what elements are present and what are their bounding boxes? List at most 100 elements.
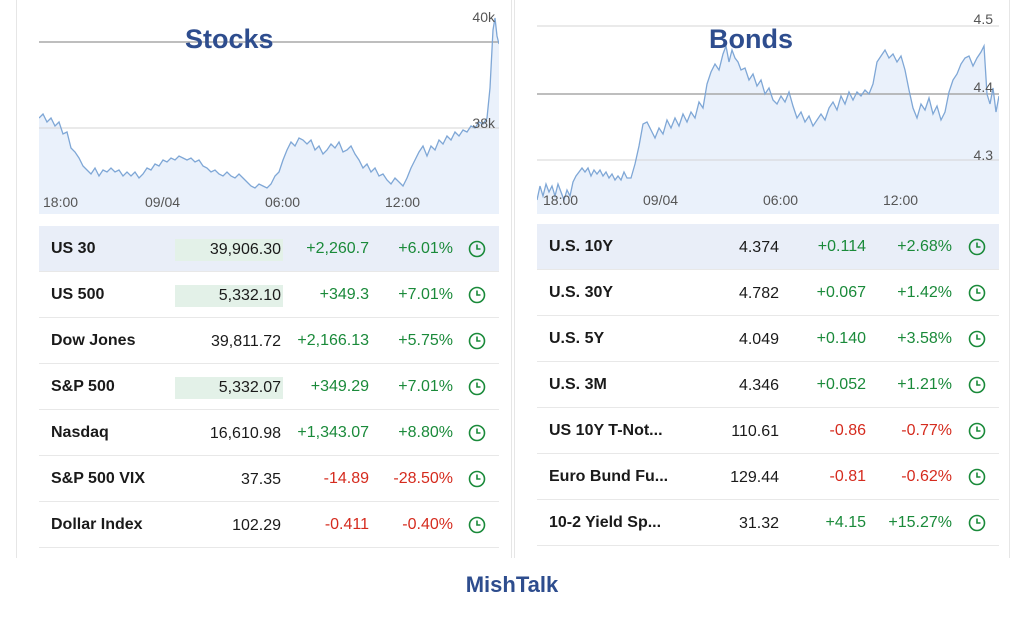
bonds-row-euro-bund[interactable]: Euro Bund Fu... 129.44 -0.81 -0.62% bbox=[537, 454, 999, 500]
bonds-row-us-5y[interactable]: U.S. 5Y 4.049 +0.140 +3.58% bbox=[537, 316, 999, 362]
bonds-row-us-3m[interactable]: U.S. 3M 4.346 +0.052 +1.21% bbox=[537, 362, 999, 408]
row-change: +0.052 bbox=[816, 376, 866, 393]
row-change: +2,166.13 bbox=[297, 332, 369, 349]
row-price: 4.782 bbox=[738, 285, 779, 302]
bonds-y-label-4-3: 4.3 bbox=[974, 147, 994, 163]
row-percent: -0.77% bbox=[901, 422, 952, 439]
bonds-chart-area bbox=[537, 46, 999, 214]
bonds-x-label-0600: 06:00 bbox=[763, 192, 798, 208]
clock-icon[interactable] bbox=[967, 329, 987, 349]
row-name: Euro Bund Fu... bbox=[549, 468, 669, 485]
row-percent: -0.62% bbox=[901, 468, 952, 485]
bonds-row-us-10y[interactable]: U.S. 10Y 4.374 +0.114 +2.68% bbox=[537, 224, 999, 270]
stocks-row-us500[interactable]: US 500 5,332.10 +349.3 +7.01% bbox=[39, 272, 499, 318]
clock-icon[interactable] bbox=[467, 469, 487, 489]
clock-icon[interactable] bbox=[467, 423, 487, 443]
row-price: 110.61 bbox=[731, 423, 779, 440]
row-price: 31.32 bbox=[738, 515, 779, 532]
stocks-row-us30[interactable]: US 30 39,906.30 +2,260.7 +6.01% bbox=[39, 226, 499, 272]
stocks-x-label-0600: 06:00 bbox=[265, 194, 300, 210]
row-change: -14.89 bbox=[323, 470, 369, 487]
row-price: 39,811.72 bbox=[211, 333, 281, 350]
clock-icon[interactable] bbox=[967, 513, 987, 533]
row-percent: +1.42% bbox=[897, 284, 952, 301]
row-percent: -28.50% bbox=[393, 470, 453, 487]
row-percent: +5.75% bbox=[398, 332, 453, 349]
row-percent: +15.27% bbox=[888, 514, 952, 531]
row-percent: +7.01% bbox=[398, 378, 453, 395]
stocks-y-label-40k: 40k bbox=[472, 9, 496, 25]
clock-icon[interactable] bbox=[967, 467, 987, 487]
row-name: Dollar Index bbox=[51, 516, 143, 533]
mishtalk-brand: MishTalk bbox=[465, 572, 559, 597]
row-name: US 10Y T-Not... bbox=[549, 422, 663, 439]
stocks-chart-line bbox=[39, 17, 499, 189]
row-change: +0.140 bbox=[816, 330, 866, 347]
bonds-x-label-1800: 18:00 bbox=[543, 192, 578, 208]
row-name: U.S. 10Y bbox=[549, 238, 614, 255]
bonds-x-label-0904: 09/04 bbox=[643, 192, 678, 208]
stocks-table: US 30 39,906.30 +2,260.7 +6.01% US 500 5… bbox=[39, 226, 499, 548]
row-price: 39,906.30 bbox=[175, 239, 283, 261]
row-name: US 30 bbox=[51, 240, 96, 257]
clock-icon[interactable] bbox=[467, 285, 487, 305]
row-change: +349.29 bbox=[310, 378, 369, 395]
stocks-panel: 40k 38k 18:00 09/04 06:00 12:00 Stocks U… bbox=[16, 0, 512, 558]
row-name: Nasdaq bbox=[51, 424, 109, 441]
clock-icon[interactable] bbox=[967, 237, 987, 257]
row-name: S&P 500 bbox=[51, 378, 115, 395]
row-price: 5,332.07 bbox=[175, 377, 283, 399]
stocks-x-label-0904: 09/04 bbox=[145, 194, 180, 210]
row-name: U.S. 5Y bbox=[549, 330, 605, 347]
row-change: +1,343.07 bbox=[297, 424, 369, 441]
row-percent: +6.01% bbox=[398, 240, 453, 257]
stocks-chart-area bbox=[39, 18, 499, 214]
stocks-row-dollar-index[interactable]: Dollar Index 102.29 -0.411 -0.40% bbox=[39, 502, 499, 548]
row-percent: +2.68% bbox=[897, 238, 952, 255]
stocks-x-label-1200: 12:00 bbox=[385, 194, 420, 210]
bonds-title: Bonds bbox=[709, 24, 793, 54]
row-percent: +1.21% bbox=[897, 376, 952, 393]
row-name: S&P 500 VIX bbox=[51, 470, 145, 487]
row-change: -0.86 bbox=[829, 422, 866, 439]
stocks-chart[interactable]: 40k 38k 18:00 09/04 06:00 12:00 Stocks bbox=[39, 0, 499, 214]
bonds-table: U.S. 10Y 4.374 +0.114 +2.68% U.S. 30Y 4.… bbox=[537, 224, 999, 546]
row-change: +0.067 bbox=[816, 284, 866, 301]
stocks-x-label-1800: 18:00 bbox=[43, 194, 78, 210]
bonds-row-10-2-yield-spread[interactable]: 10-2 Yield Sp... 31.32 +4.15 +15.27% bbox=[537, 500, 999, 546]
stocks-row-dow-jones[interactable]: Dow Jones 39,811.72 +2,166.13 +5.75% bbox=[39, 318, 499, 364]
row-percent: +7.01% bbox=[398, 286, 453, 303]
bonds-y-label-4-5: 4.5 bbox=[974, 11, 994, 27]
bonds-row-us-30y[interactable]: U.S. 30Y 4.782 +0.067 +1.42% bbox=[537, 270, 999, 316]
clock-icon[interactable] bbox=[967, 283, 987, 303]
row-price: 4.346 bbox=[738, 377, 779, 394]
clock-icon[interactable] bbox=[467, 331, 487, 351]
row-price: 102.29 bbox=[232, 517, 281, 534]
row-name: U.S. 30Y bbox=[549, 284, 614, 301]
clock-icon[interactable] bbox=[967, 421, 987, 441]
clock-icon[interactable] bbox=[467, 515, 487, 535]
row-price: 4.374 bbox=[738, 239, 779, 256]
stocks-row-sp500-vix[interactable]: S&P 500 VIX 37.35 -14.89 -28.50% bbox=[39, 456, 499, 502]
row-change: +2,260.7 bbox=[306, 240, 369, 257]
stocks-row-nasdaq[interactable]: Nasdaq 16,610.98 +1,343.07 +8.80% bbox=[39, 410, 499, 456]
clock-icon[interactable] bbox=[967, 375, 987, 395]
row-price: 16,610.98 bbox=[209, 425, 281, 442]
row-name: U.S. 3M bbox=[549, 376, 607, 393]
stocks-title: Stocks bbox=[185, 24, 274, 54]
clock-icon[interactable] bbox=[467, 377, 487, 397]
row-change: +4.15 bbox=[825, 514, 866, 531]
bonds-chart-line bbox=[537, 43, 999, 203]
stocks-row-sp500[interactable]: S&P 500 5,332.07 +349.29 +7.01% bbox=[39, 364, 499, 410]
row-change: +0.114 bbox=[817, 238, 866, 255]
row-name: US 500 bbox=[51, 286, 105, 303]
bonds-panel: 4.5 4.4 4.3 18:00 09/04 06:00 12:00 Bond… bbox=[514, 0, 1010, 558]
bonds-row-us-10y-tnote[interactable]: US 10Y T-Not... 110.61 -0.86 -0.77% bbox=[537, 408, 999, 454]
clock-icon[interactable] bbox=[467, 239, 487, 259]
row-percent: -0.40% bbox=[402, 516, 453, 533]
row-price: 37.35 bbox=[240, 471, 281, 488]
row-percent: +8.80% bbox=[398, 424, 453, 441]
bonds-chart[interactable]: 4.5 4.4 4.3 18:00 09/04 06:00 12:00 Bond… bbox=[537, 0, 999, 214]
bonds-x-label-1200: 12:00 bbox=[883, 192, 918, 208]
row-percent: +3.58% bbox=[897, 330, 952, 347]
